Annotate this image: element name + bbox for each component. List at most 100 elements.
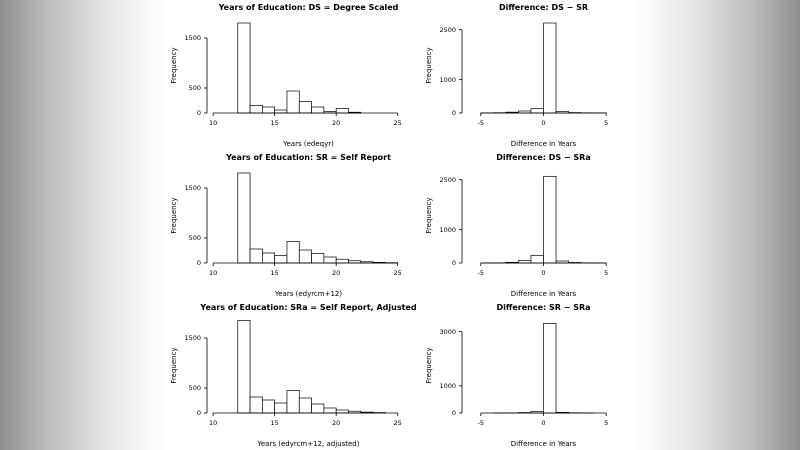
y-axis-label: Frequency — [425, 347, 433, 383]
histogram-ds-minus-sr-svg: Difference: DS − SR -5 0 5 0 1000 2500 Differen… — [425, 3, 608, 148]
y-axis-label: Frequency — [170, 197, 178, 233]
y-tick-label: 0 — [197, 259, 201, 267]
histogram-bars — [492, 323, 595, 414]
x-axis-label: Years (edyrcm+12, adjusted) — [257, 440, 360, 448]
histogram-bars — [480, 175, 607, 264]
histogram-bar — [274, 255, 288, 264]
histogram-bars — [237, 172, 399, 264]
chart-title: Difference: DS − SRa — [496, 153, 591, 162]
histogram-bar — [311, 106, 325, 114]
y-tick-label: 0 — [452, 109, 456, 117]
histogram-bar — [530, 254, 544, 264]
y-tick-label: 0 — [452, 259, 456, 267]
histogram-bar — [335, 108, 349, 114]
x-tick-label: 15 — [271, 269, 279, 277]
figure-hist-sr: Years of Education: SR = Self Report 10 15… — [165, 150, 420, 300]
x-tick-label: 5 — [604, 269, 608, 277]
x-tick-label: 10 — [209, 269, 217, 277]
chart-title: Years of Education: SR = Self Report — [225, 153, 391, 162]
histogram-bar — [237, 22, 251, 114]
histogram-bar — [249, 105, 263, 114]
figure-hist-sra: Years of Education: SRa = Self Report, A… — [165, 300, 420, 450]
x-tick-label: 20 — [332, 119, 340, 127]
histogram-bar — [543, 323, 557, 414]
histogram-bar — [262, 252, 276, 264]
axes — [459, 179, 607, 266]
histogram-bar — [237, 320, 251, 414]
y-tick-label: 1500 — [184, 334, 201, 342]
x-tick-label: 0 — [541, 119, 545, 127]
y-tick-label: 3000 — [439, 328, 456, 336]
y-tick-label: 0 — [197, 109, 201, 117]
chart-title: Years of Education: SRa = Self Report, A… — [199, 303, 416, 312]
figure-hist-ds-minus-sra: Difference: DS − SRa -5 0 5 0 1000 2500 Differe… — [420, 150, 635, 300]
y-tick-label: 1000 — [439, 226, 456, 234]
y-tick-label: 1000 — [439, 382, 456, 390]
x-tick-label: 0 — [541, 419, 545, 427]
histogram-bar — [311, 403, 325, 414]
x-tick-label: -5 — [478, 419, 484, 427]
figure-hist-ds: Years of Education: DS = Degree Scaled 10… — [165, 0, 420, 150]
histogram-bar — [323, 256, 337, 264]
figure-hist-ds-minus-sr: Difference: DS − SR -5 0 5 0 1000 2500 Differen… — [420, 0, 635, 150]
histogram-bar — [249, 248, 263, 264]
axes — [204, 337, 399, 416]
y-tick-label: 500 — [189, 84, 201, 92]
chart-title: Difference: DS − SR — [499, 3, 588, 12]
x-tick-label: 25 — [394, 419, 402, 427]
histogram-bar — [249, 396, 263, 414]
y-tick-label: 2500 — [439, 26, 456, 34]
histogram-bar — [286, 390, 300, 414]
y-tick-label: 1500 — [184, 34, 201, 42]
histogram-ds-minus-sra-svg: Difference: DS − SRa -5 0 5 0 1000 2500 Differe… — [425, 153, 608, 298]
histogram-bar — [530, 108, 544, 114]
histogram-bar — [518, 259, 532, 264]
y-tick-label: 1000 — [439, 76, 456, 84]
histogram-sr-svg: Years of Education: SR = Self Report 10 15… — [170, 153, 402, 298]
y-axis-label: Frequency — [170, 347, 178, 383]
x-axis-label: Difference in Years — [511, 440, 577, 448]
y-axis-label: Frequency — [425, 47, 433, 83]
x-tick-label: 5 — [604, 419, 608, 427]
y-tick-label: 0 — [452, 409, 456, 417]
x-tick-label: 15 — [271, 419, 279, 427]
x-axis-label: Difference in Years — [511, 290, 577, 298]
histogram-bars — [237, 320, 386, 414]
histogram-bar — [311, 253, 325, 264]
x-tick-label: 10 — [209, 419, 217, 427]
histogram-bar — [262, 106, 276, 114]
x-tick-label: -5 — [478, 119, 484, 127]
histogram-bar — [323, 407, 337, 414]
x-tick-label: 15 — [271, 119, 279, 127]
histogram-bar — [237, 172, 251, 264]
histogram-sra-svg: Years of Education: SRa = Self Report, A… — [170, 303, 417, 448]
histogram-bar — [286, 241, 300, 264]
histogram-bars — [480, 22, 607, 114]
x-tick-label: 20 — [332, 269, 340, 277]
chart-title: Years of Education: DS = Degree Scaled — [218, 3, 399, 12]
histogram-bar — [286, 90, 300, 114]
histogram-bar — [274, 402, 288, 414]
x-tick-label: 25 — [394, 269, 402, 277]
histogram-bar — [298, 397, 312, 414]
histogram-sr-minus-sra-svg: Difference: SR − SRa -5 0 5 0 1000 3000 Differe… — [425, 303, 608, 448]
x-tick-label: 10 — [209, 119, 217, 127]
x-tick-label: 5 — [604, 119, 608, 127]
axes — [204, 37, 399, 116]
y-tick-label: 0 — [197, 409, 201, 417]
histogram-bar — [543, 22, 557, 114]
x-axis-label: Years (edyrcm+12) — [274, 290, 342, 298]
histogram-bar — [274, 109, 288, 114]
x-tick-label: 0 — [541, 269, 545, 277]
histogram-bar — [262, 399, 276, 414]
y-tick-label: 500 — [189, 234, 201, 242]
y-axis-label: Frequency — [425, 197, 433, 233]
histogram-ds-svg: Years of Education: DS = Degree Scaled 10… — [170, 3, 402, 148]
histogram-bar — [335, 409, 349, 414]
chart-title: Difference: SR − SRa — [496, 303, 590, 312]
histogram-bar — [298, 249, 312, 264]
figure-hist-sr-minus-sra: Difference: SR − SRa -5 0 5 0 1000 3000 Differe… — [420, 300, 635, 450]
histogram-bar — [543, 175, 557, 264]
histogram-bars — [237, 22, 362, 114]
